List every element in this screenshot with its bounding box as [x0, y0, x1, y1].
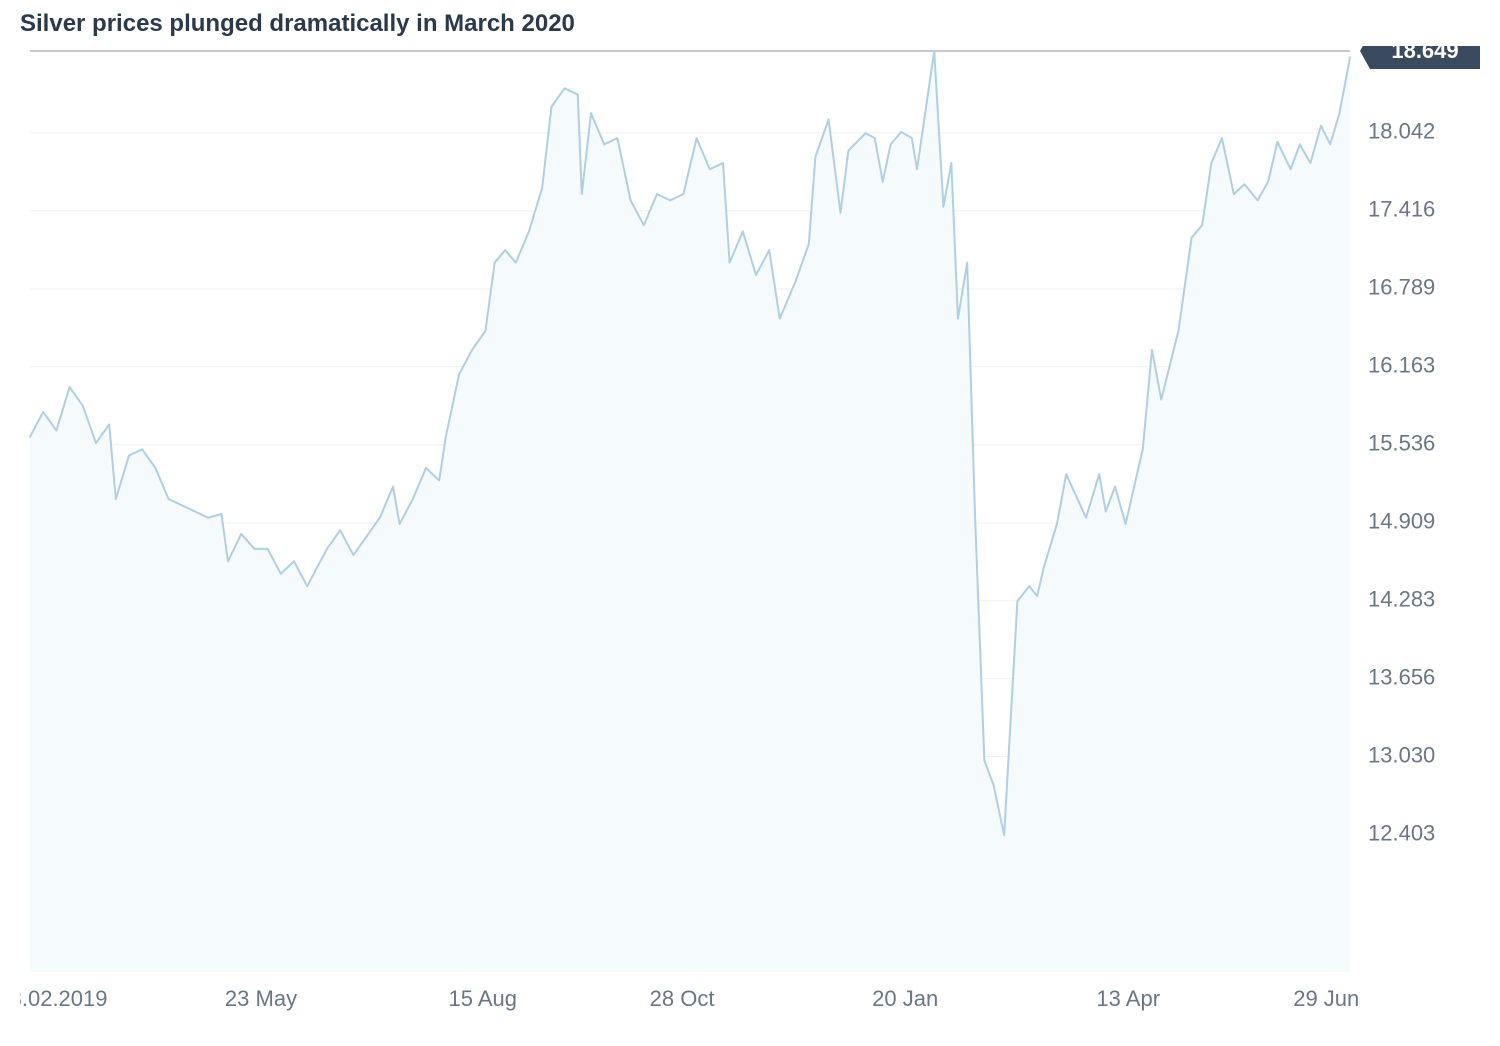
x-axis-label: 20 Jan [872, 986, 938, 1011]
price-chart-svg: 12.403 13.030 13.656 14.283 14.909 15.536 16.1… [20, 46, 1480, 1022]
current-price-value: 18.649 [1391, 46, 1458, 63]
y-axis-label: 14.909 [1368, 509, 1435, 534]
chart-container: Silver prices plunged dramatically in Ma… [0, 0, 1500, 1046]
y-axis-label: 15.536 [1368, 431, 1435, 456]
chart-title: Silver prices plunged dramatically in Ma… [20, 10, 1480, 38]
x-axis-label: 13 Apr [1096, 986, 1160, 1011]
y-axis-label: 14.283 [1368, 587, 1435, 612]
y-axis-label: 16.163 [1368, 353, 1435, 378]
x-axis-label: 28.02.2019 [20, 986, 107, 1011]
y-axis-label: 12.403 [1368, 821, 1435, 846]
y-axis-label: 18.042 [1368, 119, 1435, 144]
x-axis-label: 28 Oct [650, 986, 715, 1011]
y-axis-label: 17.416 [1368, 197, 1435, 222]
x-axis-label: 15 Aug [449, 986, 518, 1011]
x-axis-label: 23 May [225, 986, 297, 1011]
y-axis-label: 13.030 [1368, 742, 1435, 767]
y-axis-label: 13.656 [1368, 665, 1435, 690]
chart-area: 12.403 13.030 13.656 14.283 14.909 15.536 16.1… [20, 46, 1480, 1022]
x-axis-label: 29 Jun [1293, 986, 1359, 1011]
y-axis-label: 16.789 [1368, 275, 1435, 300]
